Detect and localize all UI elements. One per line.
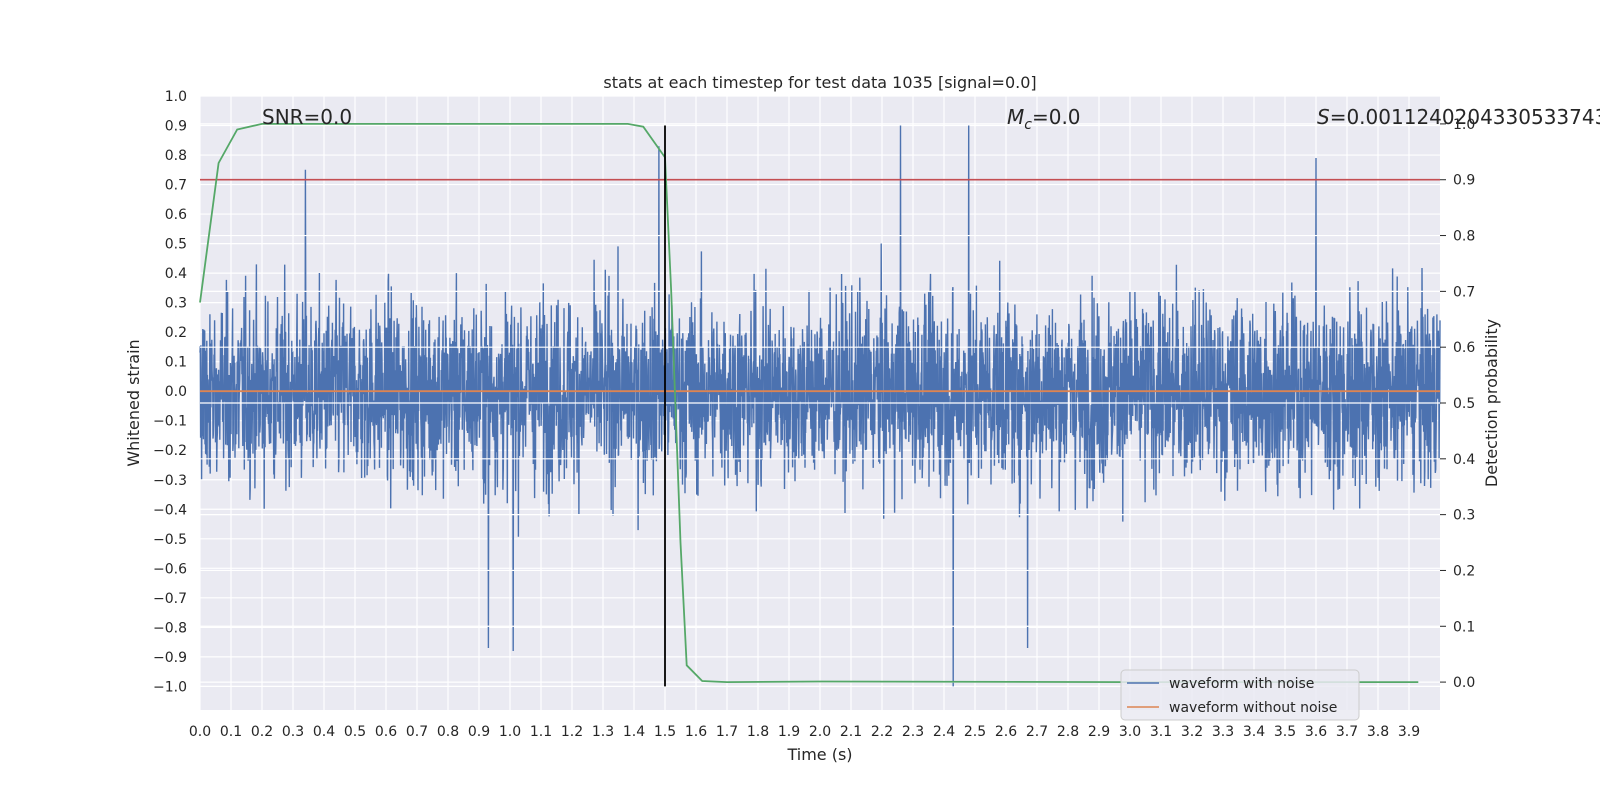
s-value: =0.0011240204330533743: [1330, 105, 1600, 129]
x-tick-label: 0.7: [406, 724, 428, 740]
x-tick-label: 2.7: [1026, 724, 1048, 740]
x-tick-label: 2.9: [1088, 724, 1110, 740]
x-tick-label: 2.8: [1057, 724, 1079, 740]
x-tick-label: 1.7: [716, 724, 738, 740]
overlay-lines: [199, 123, 1440, 687]
x-tick-label: 0.9: [468, 724, 490, 740]
y-tick-label: 1.0: [165, 89, 187, 105]
y-tick-label: 0.1: [165, 355, 187, 371]
x-tick-label: 1.5: [654, 724, 676, 740]
legend: waveform with noise waveform without noi…: [1120, 669, 1360, 721]
y2-tick-label: 0.2: [1453, 563, 1475, 579]
legend-box: [1120, 669, 1360, 721]
mc-subscript: c: [1024, 117, 1032, 133]
x-tick-label: 0.2: [251, 724, 273, 740]
y-tick-label: −0.2: [153, 443, 187, 459]
x-tick-label: 0.6: [375, 724, 397, 740]
detection-probability-line: [199, 123, 1419, 684]
x-tick-label: 3.4: [1243, 724, 1265, 740]
x-tick-label: 2.2: [871, 724, 893, 740]
x-tick-label: 0.8: [437, 724, 459, 740]
s-symbol: S: [1317, 105, 1330, 129]
chart-title: stats at each timestep for test data 103…: [603, 73, 1036, 92]
y2-tick-label: 0.3: [1453, 508, 1475, 524]
x-tick-label: 0.5: [344, 724, 366, 740]
y-tick-label: −0.1: [153, 414, 187, 430]
y2-tick-label: 0.9: [1453, 173, 1475, 189]
x-tick-label: 3.6: [1305, 724, 1327, 740]
x-tick-label: 1.0: [499, 724, 521, 740]
y2-tick-label: 0.1: [1453, 619, 1475, 635]
y-tick-label: 0.4: [165, 266, 187, 282]
y-tick-label: 0.0: [165, 384, 187, 400]
noise-waveform-line: [199, 125, 1441, 687]
y-tick-label: 0.3: [165, 296, 187, 312]
x-tick-label: 2.3: [902, 724, 924, 740]
x-tick-label: 0.1: [220, 724, 242, 740]
x-tick-label: 1.3: [592, 724, 614, 740]
x-axis-label: Time (s): [786, 745, 852, 764]
x-tick-label: 1.8: [747, 724, 769, 740]
x-tick-label: 2.1: [840, 724, 862, 740]
y2-axis-ticks: 1.0 0.9 0.8 0.7 0.6 0.5 0.4 0.3 0.2 0.1 0.0: [1440, 117, 1475, 691]
legend-label-clean: waveform without noise: [1169, 700, 1337, 716]
x-tick-label: 2.4: [933, 724, 955, 740]
mc-symbol: M: [1007, 105, 1024, 129]
x-tick-label: 0.3: [282, 724, 304, 740]
y-tick-label: 0.8: [165, 148, 187, 164]
x-tick-label: 3.5: [1274, 724, 1296, 740]
y-tick-label: 0.6: [165, 207, 187, 223]
y2-tick-label: 0.0: [1453, 675, 1475, 691]
y2-tick-label: 0.6: [1453, 340, 1475, 356]
x-tick-label: 0.4: [313, 724, 335, 740]
x-tick-label: 3.7: [1336, 724, 1358, 740]
y-tick-label: −0.4: [153, 502, 187, 518]
y-tick-label: −0.9: [153, 650, 187, 666]
x-tick-label: 2.0: [809, 724, 831, 740]
x-tick-label: 2.5: [964, 724, 986, 740]
y-tick-label: 0.9: [165, 119, 187, 135]
x-tick-label: 1.6: [685, 724, 707, 740]
y2-tick-label: 0.5: [1453, 396, 1475, 412]
y2-axis-label: Detection probability: [1482, 319, 1501, 487]
y2-tick-label: 0.8: [1453, 229, 1475, 245]
y-tick-label: −0.5: [153, 532, 187, 548]
y-tick-label: −0.6: [153, 561, 187, 577]
snr-annotation: SNR=0.0: [262, 105, 352, 129]
x-axis-ticks: 0.0 0.1 0.2 0.3 0.4 0.5 0.6 0.7 0.8 0.9 1.0 1.1 1.2 1…: [189, 724, 1420, 740]
legend-label-noise: waveform with noise: [1169, 676, 1314, 692]
x-tick-label: 1.2: [561, 724, 583, 740]
y2-tick-label: 1.0: [1453, 117, 1475, 133]
x-tick-label: 2.6: [995, 724, 1017, 740]
y-tick-label: 0.5: [165, 237, 187, 253]
x-tick-label: 1.9: [778, 724, 800, 740]
s-annotation: S=0.0011240204330533743: [1317, 105, 1600, 129]
x-tick-label: 3.0: [1119, 724, 1141, 740]
y-tick-label: 0.2: [165, 325, 187, 341]
y-axis-label: Whitened strain: [124, 339, 143, 466]
x-tick-label: 1.4: [623, 724, 645, 740]
y-tick-label: 0.7: [165, 178, 187, 194]
mc-annotation: Mc=0.0: [1007, 105, 1081, 133]
y2-tick-label: 0.7: [1453, 284, 1475, 300]
y-axis-ticks: 1.0 0.9 0.8 0.7 0.6 0.5 0.4 0.3 0.2 0.1 0.0 −0.1 −0.…: [153, 89, 187, 695]
y-tick-label: −1.0: [153, 679, 187, 695]
x-tick-label: 1.1: [530, 724, 552, 740]
y2-tick-label: 0.4: [1453, 452, 1475, 468]
x-tick-label: 3.9: [1398, 724, 1420, 740]
x-tick-label: 3.8: [1367, 724, 1389, 740]
y-tick-label: −0.3: [153, 473, 187, 489]
y-tick-label: −0.8: [153, 620, 187, 636]
mc-value: =0.0: [1032, 105, 1081, 129]
x-tick-label: 3.2: [1181, 724, 1203, 740]
x-tick-label: 3.3: [1212, 724, 1234, 740]
series-waveform-with-noise: [199, 125, 1441, 687]
x-tick-label: 3.1: [1150, 724, 1172, 740]
x-tick-label: 0.0: [189, 724, 211, 740]
y-tick-label: −0.7: [153, 591, 187, 607]
